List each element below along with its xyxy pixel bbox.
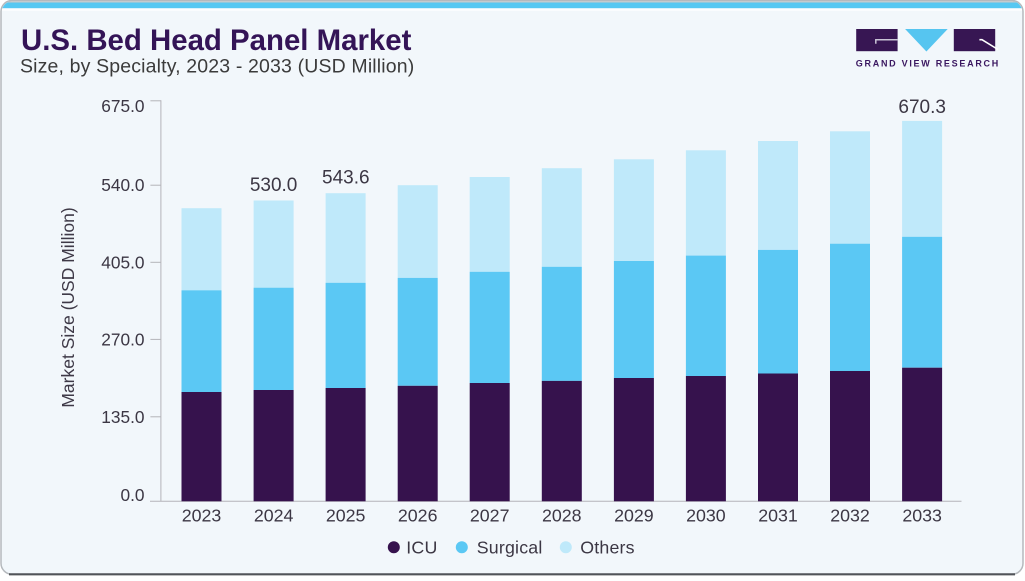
svg-text:GRAND VIEW RESEARCH: GRAND VIEW RESEARCH (856, 58, 1000, 68)
svg-text:2024: 2024 (254, 505, 294, 525)
svg-text:543.6: 543.6 (322, 168, 370, 189)
svg-text:530.0: 530.0 (250, 175, 298, 196)
svg-text:0.0: 0.0 (120, 485, 144, 505)
svg-text:2026: 2026 (398, 505, 438, 525)
svg-text:Market Size (USD Million): Market Size (USD Million) (58, 207, 78, 407)
svg-text:405.0: 405.0 (101, 252, 144, 272)
svg-text:2032: 2032 (830, 505, 870, 525)
svg-text:Surgical: Surgical (477, 537, 543, 557)
svg-text:Size, by Specialty, 2023 - 203: Size, by Specialty, 2023 - 2033 (USD Mil… (20, 56, 414, 78)
svg-text:675.0: 675.0 (101, 96, 144, 116)
svg-text:ICU: ICU (406, 537, 437, 557)
svg-text:2027: 2027 (470, 505, 510, 525)
svg-text:270.0: 270.0 (101, 329, 144, 349)
svg-text:2030: 2030 (686, 505, 726, 525)
svg-text:670.3: 670.3 (898, 97, 946, 118)
svg-text:U.S. Bed Head Panel Market: U.S. Bed Head Panel Market (21, 24, 412, 57)
svg-text:540.0: 540.0 (101, 175, 144, 195)
svg-text:2029: 2029 (614, 505, 654, 525)
svg-text:135.0: 135.0 (101, 407, 144, 427)
svg-text:2028: 2028 (542, 505, 582, 525)
svg-text:2023: 2023 (182, 505, 222, 525)
svg-text:2031: 2031 (758, 505, 798, 525)
svg-text:Others: Others (580, 537, 635, 557)
svg-text:2025: 2025 (326, 505, 366, 525)
svg-text:2033: 2033 (902, 505, 942, 525)
